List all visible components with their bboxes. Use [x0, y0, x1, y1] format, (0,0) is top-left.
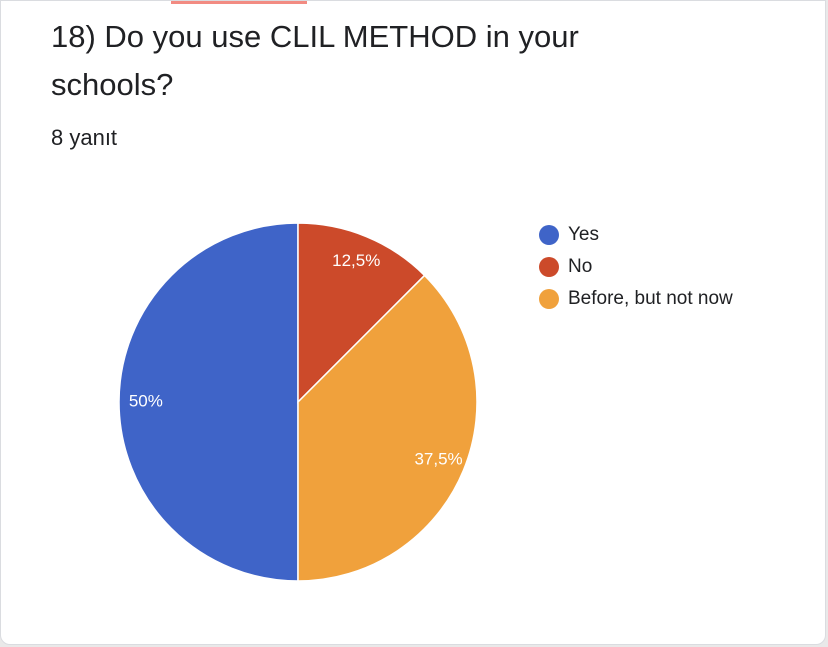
pie-label-no: 12,5%	[332, 251, 380, 270]
legend-swatch-no	[539, 257, 559, 277]
response-count: 8 yanıt	[51, 125, 118, 150]
legend-swatch-yes	[539, 225, 559, 245]
question-title: 18) Do you use CLIL METHOD in your schoo…	[51, 19, 579, 102]
legend-label-no: No	[568, 256, 593, 277]
pie-slices	[118, 222, 478, 582]
legend-item-yes[interactable]: Yes	[539, 219, 733, 251]
pie-labels: 50% 12,5% 37,5%	[129, 251, 463, 469]
legend-label-before-but-not-now: Before, but not now	[568, 288, 733, 309]
pie-label-before-but-not-now: 37,5%	[414, 450, 462, 469]
legend-item-no[interactable]: No	[539, 251, 733, 283]
top-accent-bar	[171, 1, 307, 4]
pie-slice-no[interactable]	[297, 222, 426, 404]
legend-item-before-but-not-now[interactable]: Before, but not now	[539, 283, 733, 315]
chart-legend: Yes No Before, but not now	[539, 219, 733, 315]
pie-label-yes: 50%	[129, 391, 163, 410]
pie-slice-yes[interactable]	[118, 222, 299, 582]
legend-label-yes: Yes	[568, 224, 599, 245]
pie-slice-before-but-not-now[interactable]	[297, 274, 478, 582]
legend-swatch-before-but-not-now	[539, 289, 559, 309]
